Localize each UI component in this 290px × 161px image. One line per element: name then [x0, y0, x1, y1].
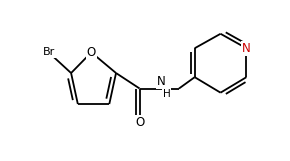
Text: H: H: [163, 89, 171, 99]
Text: Br: Br: [43, 47, 55, 57]
Text: N: N: [157, 75, 165, 88]
Text: N: N: [242, 42, 251, 55]
Text: O: O: [87, 46, 96, 59]
Text: O: O: [135, 116, 144, 129]
